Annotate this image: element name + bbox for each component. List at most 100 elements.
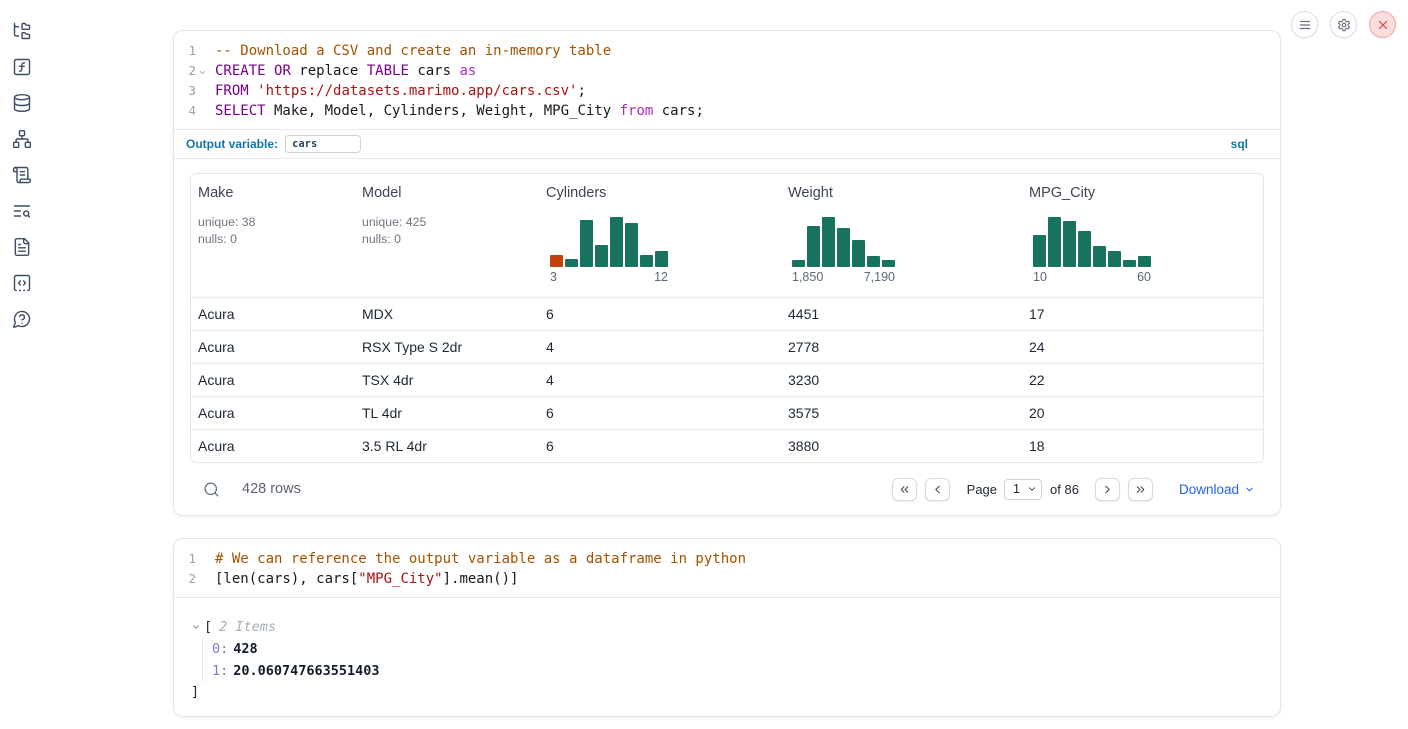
column-header-model[interactable]: Model unique: 425 nulls: 0	[355, 174, 539, 297]
code-line: 4 SELECT Make, Model, Cylinders, Weight, …	[174, 101, 1280, 121]
table-cell: 18	[1029, 438, 1045, 454]
histogram-bar	[1063, 221, 1076, 267]
sql-code-editor[interactable]: 1 -- Download a CSV and create an in-memo…	[174, 31, 1280, 129]
code-line: 2 [len(cars), cars["MPG_City"].mean()]	[174, 569, 1280, 589]
line-number: 1	[188, 551, 196, 566]
table-cell: 3.5 RL 4dr	[362, 438, 427, 454]
list-output-entries: 0: 428 1: 20.060747663551403	[202, 638, 1264, 682]
table-cell: 17	[1029, 306, 1045, 322]
table-row: Acura TL 4dr 6 3575 20	[191, 396, 1263, 429]
table-body: Acura MDX 6 4451 17 Acura RSX Type S 2dr 4 2778 2…	[191, 297, 1263, 462]
histogram-bar	[867, 256, 880, 267]
table-header: Make unique: 38 nulls: 0 Model unique: 425 nu…	[191, 174, 1263, 297]
menu-button[interactable]	[1291, 11, 1318, 38]
text-search-icon[interactable]	[12, 201, 32, 221]
histogram-bar	[822, 217, 835, 267]
list-item-value: 20.060747663551403	[233, 663, 380, 679]
file-text-icon[interactable]	[12, 237, 32, 257]
table-row: Acura TSX 4dr 4 3230 22	[191, 363, 1263, 396]
collapse-chevron-icon[interactable]	[191, 622, 204, 632]
first-page-button[interactable]	[891, 477, 917, 501]
code-text: CREATE OR replace TABLE cars as	[215, 63, 477, 79]
python-code-editor[interactable]: 1 # We can reference the output variable …	[174, 539, 1280, 597]
helper-panel-sidebar	[0, 0, 44, 329]
list-item-index: 0:	[212, 641, 229, 657]
column-stat: nulls: 0	[198, 231, 237, 246]
output-variable-label: Output variable:	[186, 137, 279, 151]
table-row: Acura 3.5 RL 4dr 6 3880 18	[191, 429, 1263, 462]
code-line: 1 # We can reference the output variable …	[174, 549, 1280, 569]
download-label: Download	[1178, 481, 1239, 497]
line-number: 2	[188, 571, 196, 586]
column-name: Model	[362, 185, 402, 201]
histogram-axis: 3 12	[550, 270, 668, 284]
table-cell: 3230	[788, 372, 820, 388]
fold-chevron-icon[interactable]	[196, 68, 209, 77]
table-cell: Acura	[198, 306, 235, 322]
search-icon[interactable]	[203, 481, 220, 498]
scroll-text-icon[interactable]	[12, 165, 32, 185]
column-header-cylinders[interactable]: Cylinders 3 12	[539, 174, 781, 297]
chevron-down-icon	[1246, 487, 1253, 491]
column-name: Make	[198, 185, 234, 201]
next-page-button[interactable]	[1094, 477, 1120, 501]
code-square-icon[interactable]	[12, 273, 32, 293]
download-button[interactable]: Download	[1179, 482, 1255, 497]
histogram-min-label: 10	[1033, 270, 1047, 284]
histogram-max-label: 60	[1137, 270, 1151, 284]
code-text: SELECT Make, Model, Cylinders, Weight, M…	[215, 103, 704, 119]
table-cell: 4451	[788, 306, 820, 322]
chevron-down-icon	[1029, 487, 1035, 491]
histogram-bar	[655, 251, 668, 267]
table-cell: 3880	[788, 438, 820, 454]
table-footer: 428 rows Page 1 of 86	[190, 471, 1264, 507]
histogram-min-label: 3	[550, 270, 557, 284]
table-cell: Acura	[198, 372, 235, 388]
code-text: # We can reference the output variable a…	[215, 551, 747, 567]
table-cell: Acura	[198, 339, 235, 355]
function-square-icon[interactable]	[12, 57, 32, 77]
help-chat-icon[interactable]	[12, 309, 32, 329]
last-page-button[interactable]	[1127, 477, 1153, 501]
previous-page-button[interactable]	[924, 477, 950, 501]
python-output: [ 2 Items 0: 428 1: 20.060747663551403 ]	[174, 598, 1280, 716]
table-cell: 6	[546, 438, 554, 454]
table-cell: 3575	[788, 405, 820, 421]
column-header-weight[interactable]: Weight 1,850 7,190	[781, 174, 1022, 297]
histogram-bar	[640, 255, 653, 267]
histogram-bars	[792, 215, 895, 267]
column-histogram: 10 60	[1033, 215, 1151, 284]
histogram-bar	[1048, 217, 1061, 267]
line-number: 1	[188, 43, 196, 58]
column-header-make[interactable]: Make unique: 38 nulls: 0	[191, 174, 355, 297]
histogram-bar	[625, 223, 638, 267]
table-cell: 6	[546, 405, 554, 421]
python-cell: 1 # We can reference the output variable …	[173, 538, 1281, 717]
table-cell: 20	[1029, 405, 1045, 421]
table-cell: TSX 4dr	[362, 372, 414, 388]
open-bracket: [	[204, 619, 213, 635]
file-tree-icon[interactable]	[12, 21, 32, 41]
code-text: FROM 'https://datasets.marimo.app/cars.c…	[215, 83, 586, 99]
histogram-bar	[807, 226, 820, 267]
sql-output-area: Make unique: 38 nulls: 0 Model unique: 425 nu…	[174, 159, 1280, 515]
output-variable-input[interactable]	[285, 135, 362, 153]
settings-gear-button[interactable]	[1330, 11, 1357, 38]
page-select[interactable]: 1	[1004, 478, 1043, 500]
histogram-max-label: 12	[654, 270, 668, 284]
histogram-bars	[550, 215, 668, 267]
histogram-bar	[595, 245, 608, 267]
histogram-axis: 1,850 7,190	[792, 270, 895, 284]
column-header-mpg_city[interactable]: MPG_City 10 60	[1022, 174, 1263, 297]
divider	[174, 158, 1280, 159]
divider	[174, 597, 1280, 598]
close-button[interactable]	[1369, 11, 1396, 38]
histogram-bar	[1093, 246, 1106, 267]
page-total-label: of 86	[1050, 481, 1079, 497]
network-icon[interactable]	[12, 129, 32, 149]
database-icon[interactable]	[12, 93, 32, 113]
sql-cell: 1 -- Download a CSV and create an in-memo…	[173, 30, 1281, 516]
column-stats: unique: 425 nulls: 0	[362, 214, 539, 247]
histogram-bar	[1078, 231, 1091, 267]
row-count: 428 rows	[242, 481, 301, 497]
